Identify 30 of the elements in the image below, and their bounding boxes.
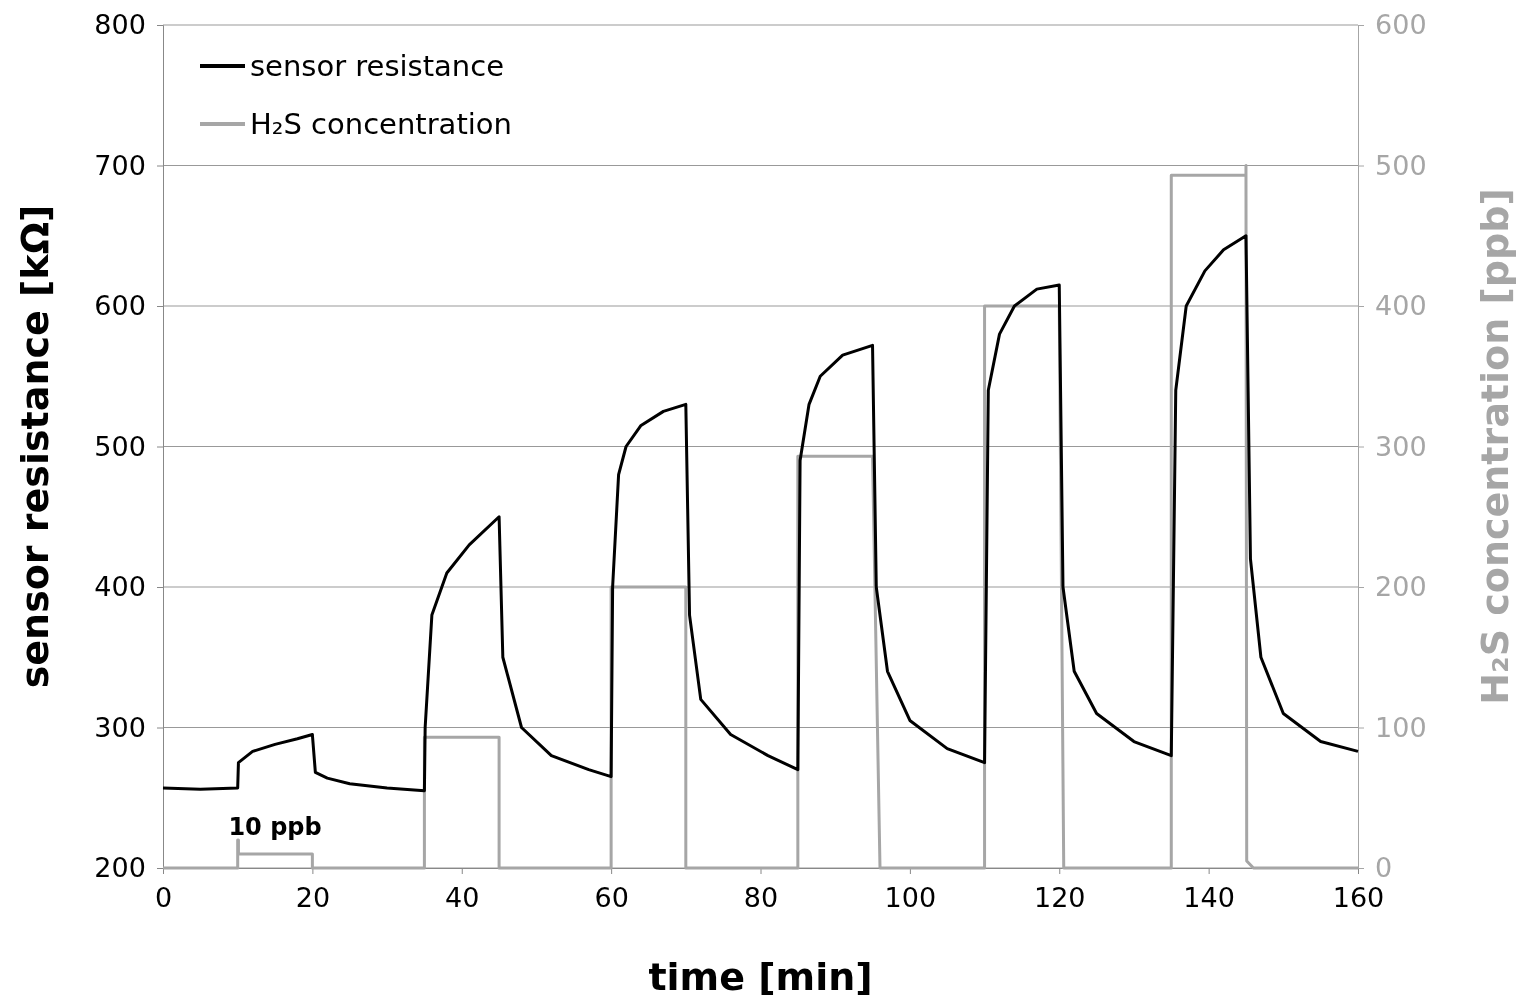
x-tick-label: 40	[445, 881, 480, 913]
y2-tick-label: 300	[1375, 430, 1427, 462]
line-series	[161, 234, 1360, 793]
y-tick-label: 700	[94, 149, 146, 181]
y-tick-label: 800	[94, 9, 146, 41]
y-tick-label: 400	[94, 571, 146, 603]
x-tick-label: 80	[743, 881, 779, 913]
y2-tick-label: 0	[1375, 852, 1393, 884]
y-tick-label: 200	[94, 852, 146, 884]
x-tick-label: 140	[1183, 881, 1235, 913]
y-tick-label: 600	[94, 290, 146, 322]
x-tick-label: 20	[295, 881, 331, 913]
y2-tick-label: 200	[1375, 571, 1427, 603]
x-tick-label: 160	[1332, 881, 1385, 913]
legend-label: H₂S concentration	[250, 107, 512, 142]
y-tick-label: 500	[94, 430, 146, 462]
x-tick-label: 0	[154, 881, 173, 913]
y2-tick-label: 100	[1375, 711, 1427, 743]
y2-tick-label: 400	[1375, 290, 1427, 322]
annotation: 10 ppb	[228, 813, 322, 841]
x-tick-label: 120	[1033, 881, 1086, 913]
y-axis-title: sensor resistance [kΩ]	[13, 204, 57, 689]
x-tick-label: 60	[594, 881, 629, 913]
y2-tick-label: 600	[1375, 9, 1427, 41]
y2-axis-title: H₂S concentration [ppb]	[1473, 188, 1517, 705]
y2-tick-label: 500	[1375, 149, 1427, 181]
x-axis-title: time [min]	[648, 955, 873, 999]
y-tick-label: 300	[94, 711, 146, 743]
legend-label: sensor resistance	[250, 49, 505, 84]
x-tick-label: 100	[884, 881, 937, 913]
